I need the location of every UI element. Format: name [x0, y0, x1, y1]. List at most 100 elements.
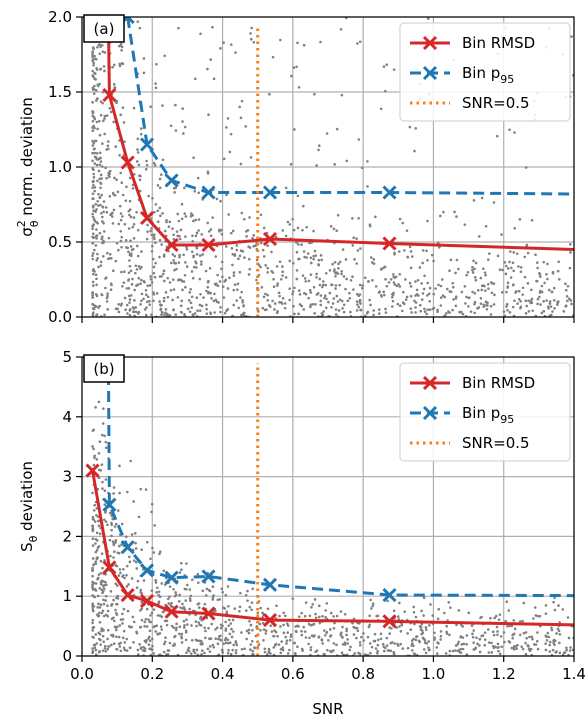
scatter-point	[192, 219, 195, 223]
scatter-point	[410, 649, 414, 652]
scatter-point	[304, 636, 308, 639]
scatter-point	[140, 278, 143, 282]
scatter-point	[103, 132, 106, 136]
scatter-point	[106, 144, 110, 148]
scatter-point	[204, 269, 208, 273]
scatter-point	[93, 139, 97, 143]
scatter-point	[155, 292, 159, 295]
scatter-point	[329, 225, 333, 228]
scatter-point	[99, 67, 103, 71]
scatter-point	[110, 212, 113, 215]
scatter-point	[387, 281, 391, 284]
scatter-point	[101, 241, 104, 245]
scatter-point	[205, 289, 208, 293]
scatter-point	[102, 119, 105, 123]
scatter-point	[101, 215, 104, 219]
scatter-point	[382, 649, 386, 653]
scatter-point	[174, 313, 178, 316]
scatter-point	[284, 276, 288, 279]
scatter-point	[332, 642, 336, 645]
scatter-point	[184, 215, 188, 218]
y-tick-label: 5	[62, 348, 72, 366]
scatter-point	[558, 633, 562, 636]
scatter-point	[99, 581, 103, 584]
scatter-point	[93, 270, 96, 273]
scatter-point	[98, 163, 102, 167]
scatter-point	[261, 248, 265, 252]
scatter-point	[256, 611, 260, 615]
scatter-point	[174, 129, 178, 132]
series-marker	[102, 87, 117, 103]
scatter-point	[129, 215, 133, 219]
scatter-point	[553, 643, 556, 647]
scatter-point	[92, 463, 96, 467]
scatter-point	[137, 265, 141, 268]
scatter-point	[214, 282, 218, 285]
scatter-point	[158, 595, 162, 599]
scatter-point	[565, 646, 568, 650]
scatter-point	[97, 650, 101, 654]
scatter-point	[96, 45, 99, 49]
scatter-point	[467, 611, 471, 615]
scatter-point	[420, 282, 423, 285]
scatter-point	[151, 244, 154, 248]
scatter-point	[513, 299, 516, 303]
scatter-point	[245, 235, 248, 238]
scatter-point	[191, 313, 195, 317]
scatter-point	[235, 299, 239, 302]
scatter-point	[211, 585, 215, 589]
scatter-point	[125, 573, 128, 577]
series-marker	[164, 604, 179, 619]
scatter-point	[474, 261, 478, 265]
scatter-point	[279, 277, 283, 281]
scatter-point	[133, 288, 136, 292]
scatter-point	[200, 263, 203, 266]
scatter-point	[394, 275, 398, 279]
series-marker	[201, 569, 216, 584]
scatter-point	[357, 138, 361, 141]
scatter-point	[333, 260, 337, 264]
scatter-point	[92, 61, 96, 65]
scatter-point	[109, 288, 113, 292]
scatter-point	[325, 297, 328, 301]
scatter-point	[142, 57, 146, 60]
scatter-point	[106, 637, 109, 641]
scatter-point	[325, 631, 328, 634]
scatter-point	[335, 294, 339, 298]
scatter-point	[97, 573, 101, 576]
scatter-point	[524, 631, 528, 634]
scatter-point	[194, 234, 198, 238]
scatter-point	[517, 297, 521, 301]
scatter-point	[95, 314, 98, 317]
scatter-point	[401, 221, 405, 225]
scatter-point	[120, 181, 124, 185]
scatter-point	[419, 625, 423, 629]
scatter-point	[101, 43, 104, 47]
scatter-point	[250, 608, 253, 612]
scatter-point	[266, 266, 270, 270]
scatter-point	[158, 275, 162, 278]
scatter-point	[103, 69, 106, 73]
scatter-point	[182, 132, 185, 135]
scatter-point	[494, 614, 498, 618]
x-tick-label: 0.2	[140, 665, 164, 683]
scatter-point	[376, 651, 379, 655]
scatter-point	[522, 631, 526, 635]
scatter-point	[419, 309, 422, 313]
scatter-point	[93, 155, 97, 159]
scatter-point	[105, 296, 109, 300]
scatter-point	[505, 302, 509, 306]
scatter-point	[324, 633, 327, 637]
scatter-point	[176, 212, 180, 216]
scatter-point	[234, 51, 237, 54]
scatter-point	[196, 572, 200, 576]
scatter-point	[91, 626, 95, 630]
scatter-point	[189, 594, 193, 598]
scatter-point	[500, 291, 504, 294]
scatter-point	[379, 632, 383, 636]
scatter-point	[215, 626, 219, 629]
scatter-point	[422, 614, 425, 617]
scatter-point	[158, 255, 161, 259]
scatter-point	[109, 554, 112, 558]
scatter-point	[99, 186, 102, 190]
